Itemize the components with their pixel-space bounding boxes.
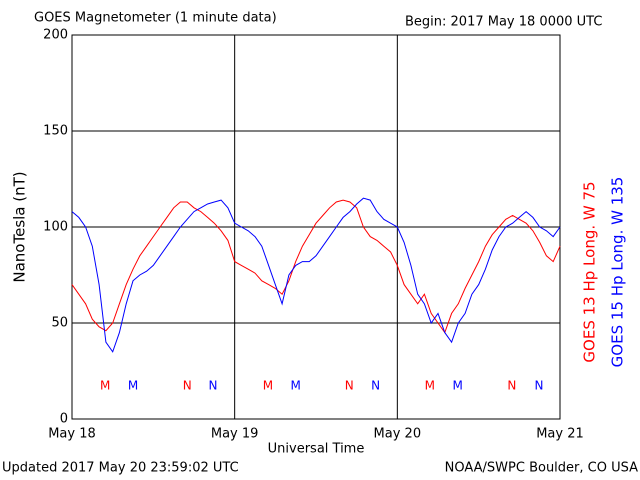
annotation: M	[100, 379, 110, 393]
series-line	[71, 197, 561, 353]
annotation: N	[208, 379, 217, 393]
annotation: M	[425, 379, 435, 393]
legend-entry: GOES 15 Hp Long. W 135	[609, 177, 627, 368]
y-axis-label: NanoTesla (nT)	[11, 171, 29, 282]
annotation: N	[371, 379, 380, 393]
annotation: M	[128, 379, 138, 393]
footer-right: NOAA/SWPC Boulder, CO USA	[445, 461, 638, 476]
annotation: M	[290, 379, 300, 393]
x-tick-label: May 19	[211, 427, 259, 442]
y-tick-label: 0	[60, 412, 68, 427]
annotation: N	[534, 379, 543, 393]
chart-title: GOES Magnetometer (1 minute data)	[34, 11, 277, 26]
series-line	[71, 199, 561, 334]
x-axis-label: Universal Time	[268, 442, 365, 457]
annotation: M	[263, 379, 273, 393]
x-tick-label: May 20	[374, 427, 422, 442]
y-tick-label: 100	[43, 220, 68, 235]
annotation: M	[452, 379, 462, 393]
x-tick-label: May 18	[48, 427, 96, 442]
annotation: N	[507, 379, 516, 393]
legend-entry: GOES 13 Hp Long. W 75	[581, 181, 599, 362]
y-tick-label: 200	[43, 28, 68, 43]
annotation: N	[345, 379, 354, 393]
x-tick-label: May 21	[536, 427, 584, 442]
annotation: N	[183, 379, 192, 393]
y-tick-label: 50	[51, 316, 68, 331]
chart-subtitle: Begin: 2017 May 18 0000 UTC	[405, 15, 602, 30]
y-tick-label: 150	[43, 124, 68, 139]
footer-left: Updated 2017 May 20 23:59:02 UTC	[2, 461, 239, 476]
